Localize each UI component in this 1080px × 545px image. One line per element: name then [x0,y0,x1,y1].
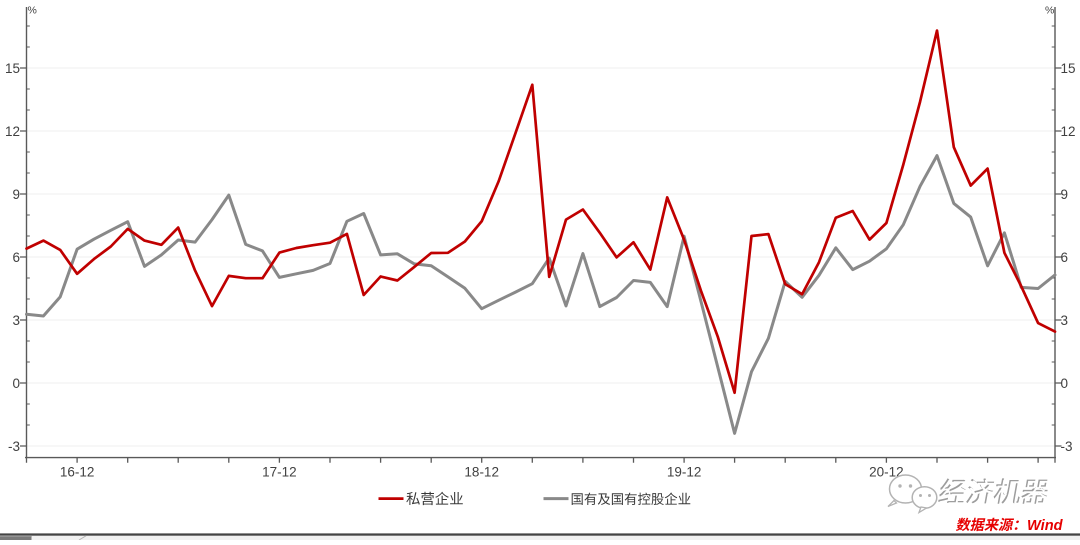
svg-text:3: 3 [1061,313,1069,328]
svg-text:%: % [1045,5,1054,17]
svg-text:9: 9 [12,187,20,202]
svg-text:0: 0 [1061,376,1069,391]
svg-text:%: % [28,5,37,17]
svg-text:-3: -3 [1061,439,1073,454]
svg-text:18-12: 18-12 [464,464,499,479]
svg-text:15: 15 [5,61,20,76]
svg-text:-3: -3 [8,439,20,454]
svg-text:12: 12 [1061,124,1076,139]
svg-text:6: 6 [12,250,20,265]
svg-text:9: 9 [1061,187,1069,202]
svg-text:16-12: 16-12 [60,464,95,479]
svg-text:12: 12 [5,124,20,139]
svg-text:6: 6 [1061,250,1069,265]
svg-text:20-12: 20-12 [869,464,904,479]
svg-text:3: 3 [12,313,20,328]
svg-text:19-12: 19-12 [667,464,702,479]
svg-text:17-12: 17-12 [262,464,297,479]
svg-text:0: 0 [12,376,20,391]
svg-text:15: 15 [1061,61,1076,76]
svg-text:Wind: Wind [1027,518,1064,534]
